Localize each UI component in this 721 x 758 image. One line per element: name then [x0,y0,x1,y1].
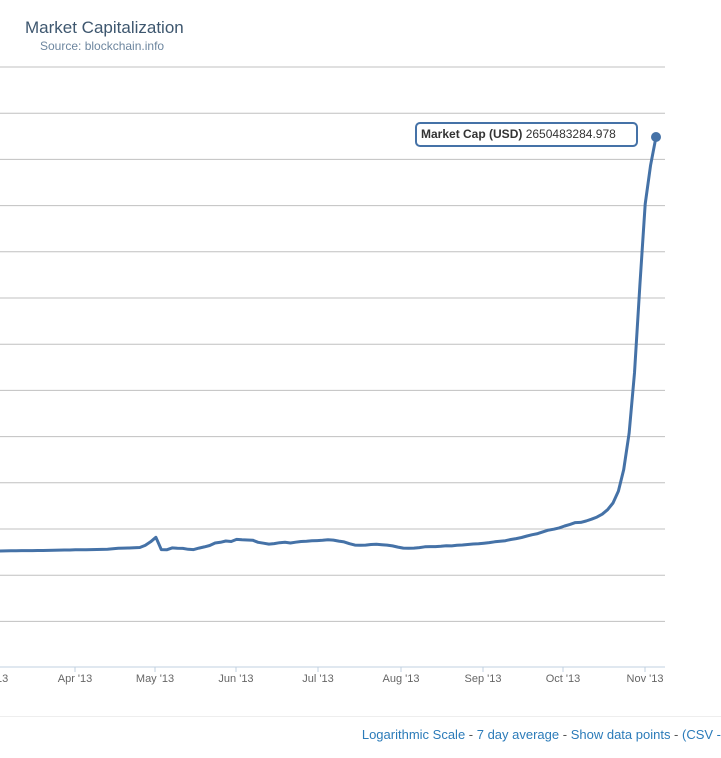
tooltip-value: 2650483284.978 [525,127,616,141]
x-axis: 13 Apr '13 May '13 Jun '13 Jul '13 Aug '13 Sep… [0,666,665,685]
footer-divider [0,716,721,717]
x-tick-label: Oct '13 [546,673,581,685]
x-tick-label: Jul '13 [302,673,333,685]
separator: - [670,727,682,742]
series-line [0,136,658,553]
series-group [0,131,661,553]
csv-link[interactable]: (CSV - [682,727,721,742]
chart-options-bar: Logarithmic Scale - 7 day average - Show… [362,727,721,742]
show-data-points-link[interactable]: Show data points [570,727,671,742]
separator: - [465,727,477,742]
tooltip-label: Market Cap (USD) [421,127,523,141]
x-tick-label: Nov '13 [627,673,664,685]
chart-subtitle: Source: blockchain.info [40,39,165,53]
chart-title: Market Capitalization [25,18,184,37]
x-tick-label: Apr '13 [58,673,93,685]
log-scale-link[interactable]: Logarithmic Scale [361,727,466,742]
x-tick-label: Aug '13 [383,673,420,685]
separator: - [559,727,571,742]
x-tick-label-partial: 13 [0,673,8,685]
x-tick-label: May '13 [136,673,174,685]
seven-day-average-link[interactable]: 7 day average [476,727,560,742]
grid-lines [0,66,665,622]
market-cap-chart: 13 Apr '13 May '13 Jun '13 Jul '13 Aug '13 Sep… [0,66,665,685]
x-tick-label: Sep '13 [465,673,502,685]
x-tick-label: Jun '13 [218,673,253,685]
hover-marker[interactable] [651,131,661,142]
value-tooltip: Market Cap (USD) 2650483284.978 [415,122,638,147]
